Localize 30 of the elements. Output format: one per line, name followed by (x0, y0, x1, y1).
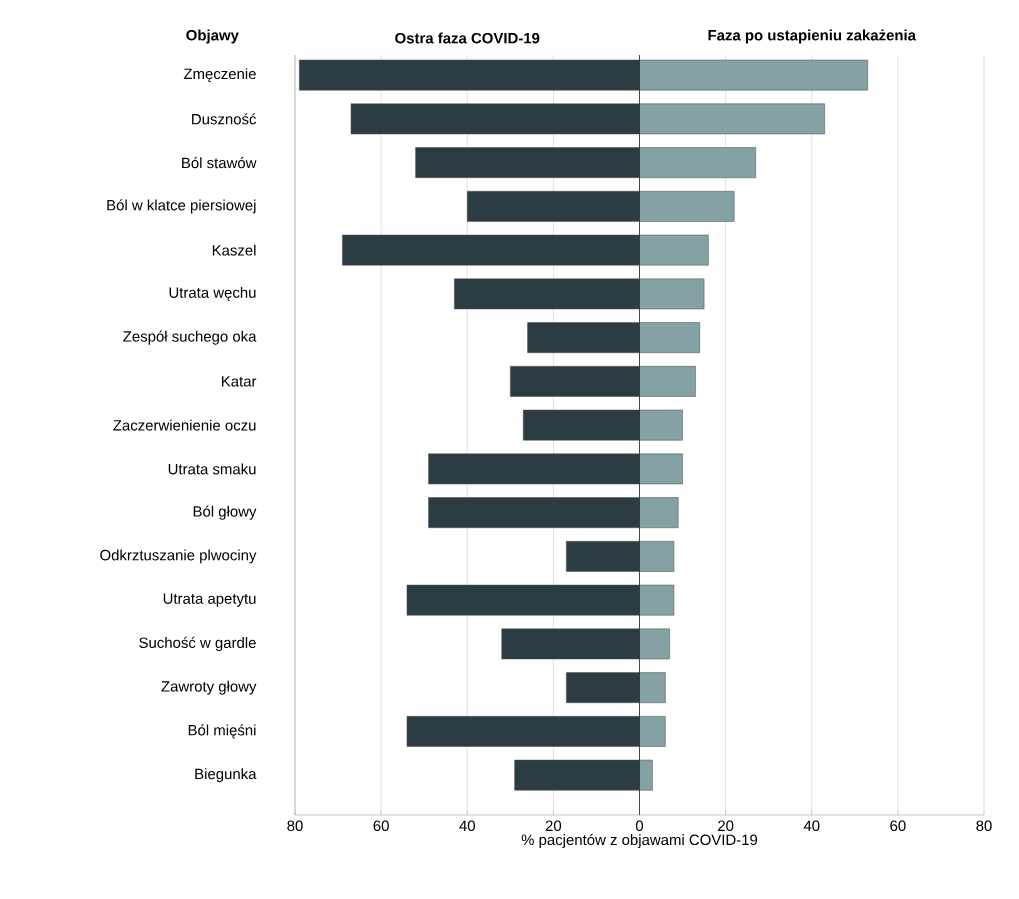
x-tick-label: 20 (718, 820, 734, 832)
y-tick-label: Suchość w gardle (139, 636, 256, 651)
x-tick-label: 80 (287, 820, 303, 832)
y-axis-title: Objawy (186, 29, 239, 44)
y-tick-label: Utrata apetytu (163, 593, 256, 607)
y-tick-label: Zawroty głowy (161, 680, 257, 695)
y-tick-label: Kaszel (212, 244, 256, 256)
series-label: Ostra faza COVID-19 (395, 32, 540, 44)
x-axis-title: % pacjentów z objawami COVID-19 (521, 833, 758, 849)
y-tick-label: Zmęczenie (183, 68, 256, 83)
y-tick-label: Utrata smaku (168, 463, 256, 475)
x-tick-label: 20 (545, 820, 562, 832)
y-tick-label: Katar (221, 376, 257, 387)
y-tick-label: Ból głowy (193, 505, 257, 520)
x-tick-label: 0 (635, 820, 644, 832)
series-label: Faza po ustapieniu zakażenia (708, 29, 917, 44)
x-tick-label: 60 (373, 820, 389, 832)
y-tick-label: Ból mięśni (188, 724, 256, 739)
y-tick-label: Biegunka (195, 768, 257, 783)
y-tick-label: Ból w klatce piersiowej (107, 199, 256, 214)
y-tick-label: Odkrztuszanie plwociny (100, 549, 257, 564)
y-tick-label: Utrata węchu (169, 286, 256, 301)
y-tick-label: Duszność (192, 113, 257, 125)
x-tick-label: 80 (976, 820, 992, 832)
y-tick-label: Zespół suchego oka (123, 330, 257, 345)
x-tick-label: 40 (803, 820, 820, 832)
x-tick-label: 60 (890, 820, 906, 832)
x-tick-label: 40 (459, 820, 475, 832)
y-tick-label: Zaczerwienienie oczu (113, 419, 256, 431)
y-tick-label: Ból stawów (182, 157, 257, 169)
